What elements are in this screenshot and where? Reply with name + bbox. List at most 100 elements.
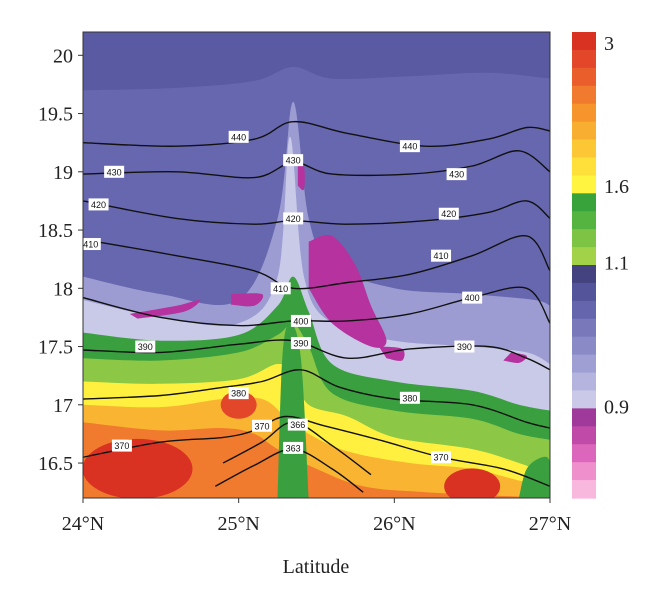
magenta-patch-mid [230, 293, 264, 307]
svg-text:440: 440 [231, 132, 246, 142]
y-tick-label: 17.5 [38, 337, 73, 359]
contour-label-420: 420 [438, 207, 459, 220]
contour-420 [83, 200, 550, 225]
colorbar-swatch [572, 85, 596, 105]
svg-text:400: 400 [293, 316, 308, 326]
svg-text:370: 370 [434, 453, 449, 463]
svg-text:420: 420 [91, 200, 106, 210]
svg-text:370: 370 [114, 441, 129, 451]
colorbar-swatch [572, 372, 596, 392]
plot-frame [82, 31, 551, 499]
contour-label-390: 390 [135, 340, 156, 353]
colorbar-tick-label: 1.6 [604, 176, 629, 198]
svg-text:380: 380 [402, 393, 417, 403]
contour-label-366: 366 [287, 418, 308, 431]
colorbar-swatch [572, 354, 596, 374]
contour-440 [83, 120, 550, 147]
svg-text:430: 430 [107, 167, 122, 177]
y-tick-label: 19 [53, 162, 73, 184]
contour-410 [83, 235, 550, 290]
svg-text:363: 363 [286, 443, 301, 453]
contour-label-420: 420 [88, 198, 109, 211]
colorbar-swatch [572, 480, 596, 499]
svg-text:380: 380 [231, 389, 246, 399]
contour-label-430: 430 [283, 154, 304, 167]
fill-regions [83, 32, 550, 498]
svg-text:400: 400 [465, 293, 480, 303]
colorbar-swatch [572, 300, 596, 320]
contour-label-390: 390 [454, 340, 475, 353]
contour-label-400: 400 [462, 291, 483, 304]
colorbar-swatch [572, 282, 596, 302]
colorbar-swatch [572, 444, 596, 463]
colorbar-tick-label: 0.9 [604, 397, 629, 419]
contour-lines [83, 120, 550, 493]
x-axis-label: Latitude [283, 556, 350, 578]
colorbar-swatch [572, 175, 596, 194]
magenta-patch-top [297, 160, 305, 191]
contour-label-420: 420 [283, 212, 304, 225]
x-axis: 24°N 25°N 26°N 27°N [62, 498, 571, 535]
svg-text:430: 430 [286, 156, 301, 166]
svg-text:440: 440 [402, 142, 417, 152]
colorbar-swatch [572, 408, 596, 427]
x-tick-label: 27°N [529, 513, 571, 535]
colorbar-swatch [572, 103, 596, 123]
y-tick-label: 16.5 [38, 453, 73, 475]
colorbar-swatch [572, 336, 596, 356]
contour-label-430: 430 [104, 165, 125, 178]
contour-label-410: 410 [431, 249, 452, 262]
svg-text:420: 420 [441, 209, 456, 219]
contour-400 [83, 286, 550, 327]
contour-label-370: 370 [252, 419, 273, 432]
contour-label-410: 410 [80, 238, 101, 251]
colorbar-swatch [572, 318, 596, 338]
contour-label-440: 440 [399, 140, 420, 153]
colorbar-swatch [572, 121, 596, 141]
y-tick-label: 18.5 [38, 220, 73, 242]
svg-text:430: 430 [449, 170, 464, 180]
x-tick-label: 25°N [217, 513, 259, 535]
x-tick-label: 26°N [373, 513, 415, 535]
colorbar-tick-label: 1.1 [604, 252, 629, 274]
svg-text:390: 390 [293, 339, 308, 349]
svg-text:366: 366 [290, 420, 305, 430]
contour-label-400: 400 [290, 314, 311, 327]
contour-430 [83, 150, 550, 179]
svg-text:420: 420 [286, 214, 301, 224]
green-column [277, 323, 309, 498]
colorbar-tick-label: 3 [604, 33, 614, 55]
colorbar-swatch [572, 139, 596, 159]
colorbar-swatch [572, 67, 596, 87]
contour-label-430: 430 [446, 168, 467, 181]
y-tick-label: 19.5 [38, 104, 73, 126]
y-tick-label: 18 [53, 278, 73, 300]
contour-label-380: 380 [399, 391, 420, 404]
colorbar-swatch [572, 390, 596, 409]
svg-text:410: 410 [273, 284, 288, 294]
contour-390 [83, 339, 550, 371]
y-axis: 16.5 17 17.5 18 18.5 19 19.5 20 [38, 45, 83, 475]
svg-text:370: 370 [255, 421, 270, 431]
colorbar-swatch [572, 265, 596, 284]
contour-label-380: 380 [228, 387, 249, 400]
y-tick-label: 20 [53, 45, 73, 67]
colorbar-swatch [572, 193, 596, 212]
red-core-west [83, 438, 193, 498]
colorbar-swatch [572, 157, 596, 176]
colorbar-swatch [572, 462, 596, 481]
contour-label-363: 363 [283, 441, 304, 454]
magenta-patch-far-east [503, 352, 527, 364]
colorbar-swatch [572, 211, 596, 230]
contour-labels: 440 440 430 430 430 420 420 420 410 410 410 400 400 3… [80, 130, 483, 464]
svg-text:390: 390 [138, 342, 153, 352]
colorbar-swatch [572, 49, 596, 69]
colorbar-swatch [572, 426, 596, 445]
y-tick-label: 17 [53, 395, 73, 417]
contour-label-370: 370 [431, 451, 452, 464]
svg-text:410: 410 [434, 251, 449, 261]
contour-380 [83, 369, 550, 429]
contour-label-370: 370 [111, 439, 132, 452]
svg-text:410: 410 [83, 240, 98, 250]
